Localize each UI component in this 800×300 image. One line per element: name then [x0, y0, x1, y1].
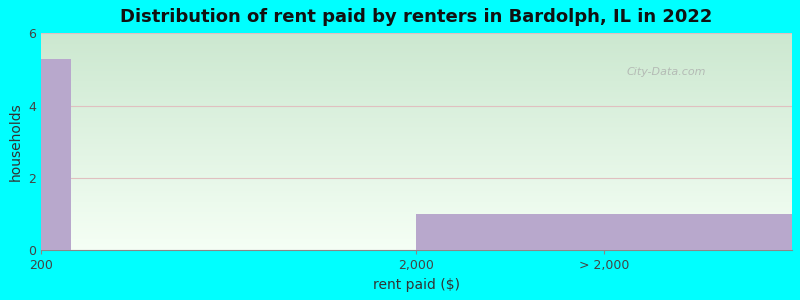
Bar [416, 214, 792, 250]
Text: City-Data.com: City-Data.com [626, 68, 706, 77]
X-axis label: rent paid ($): rent paid ($) [373, 278, 460, 292]
Bar [41, 59, 70, 250]
Y-axis label: households: households [8, 102, 22, 181]
Title: Distribution of rent paid by renters in Bardolph, IL in 2022: Distribution of rent paid by renters in … [120, 8, 712, 26]
